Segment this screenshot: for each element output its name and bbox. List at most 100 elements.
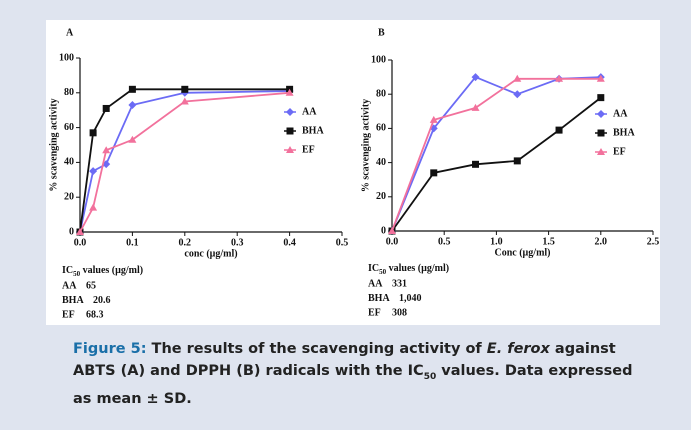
x-axis-label: conc (µg/ml) bbox=[184, 248, 237, 259]
marker bbox=[471, 103, 480, 111]
y-tick-label: 80 bbox=[64, 87, 74, 98]
y-axis-label: % scavenging activity bbox=[48, 98, 59, 191]
ic50-title-sub: 50 bbox=[379, 268, 387, 276]
marker bbox=[597, 129, 605, 137]
y-tick-label: 20 bbox=[376, 191, 386, 202]
marker bbox=[286, 108, 294, 116]
x-tick-label: 0.2 bbox=[179, 237, 192, 248]
y-tick-label: 80 bbox=[376, 88, 386, 99]
marker bbox=[89, 167, 98, 176]
marker bbox=[180, 97, 189, 105]
ic50-title: IC50 values (µg/ml) bbox=[368, 263, 449, 275]
y-tick-label: 60 bbox=[64, 122, 74, 133]
marker bbox=[555, 74, 564, 82]
y-tick-label: 0 bbox=[381, 225, 386, 236]
series-line bbox=[391, 77, 601, 232]
caption-species: E. ferox bbox=[486, 341, 550, 357]
marker bbox=[102, 104, 110, 112]
marker bbox=[472, 160, 480, 168]
marker bbox=[89, 203, 98, 211]
ic50-name: EF bbox=[368, 307, 381, 318]
marker bbox=[89, 129, 97, 137]
marker bbox=[429, 115, 438, 123]
marker bbox=[597, 148, 605, 155]
x-tick-label: 1.0 bbox=[490, 236, 503, 247]
caption-text: values. Data expressed as mean ± SD. bbox=[73, 363, 633, 407]
series-line bbox=[79, 88, 290, 233]
caption-subscript: 50 bbox=[423, 371, 437, 382]
marker bbox=[513, 90, 522, 99]
y-tick-label: 100 bbox=[371, 54, 386, 65]
ic50-title-sub: 50 bbox=[73, 270, 81, 278]
legend-label: AA bbox=[302, 106, 317, 117]
y-tick-label: 40 bbox=[376, 157, 386, 168]
marker bbox=[555, 126, 563, 134]
x-tick-label: 2.0 bbox=[595, 236, 608, 247]
marker bbox=[128, 100, 137, 109]
ic50-value: 1,040 bbox=[399, 293, 422, 304]
figure-panel bbox=[46, 20, 660, 325]
caption-text: The results of the scavenging activity o… bbox=[146, 341, 487, 357]
x-tick-label: 0.0 bbox=[74, 237, 87, 248]
x-tick-label: 0.1 bbox=[126, 237, 139, 248]
x-tick-label: 0.5 bbox=[336, 237, 349, 248]
ic50-name: AA bbox=[368, 278, 383, 289]
x-tick-label: 0.3 bbox=[231, 237, 244, 248]
ic50-title-text: values (µg/ml) bbox=[386, 263, 449, 274]
ic50-value: 331 bbox=[392, 278, 407, 289]
y-tick-label: 40 bbox=[64, 157, 74, 168]
legend-label: AA bbox=[613, 108, 628, 119]
legend-label: BHA bbox=[302, 125, 324, 136]
marker bbox=[430, 169, 438, 177]
marker bbox=[128, 135, 137, 143]
x-tick-label: 2.5 bbox=[647, 236, 660, 247]
x-tick-label: 1.5 bbox=[542, 236, 555, 247]
ic50-value: 68.3 bbox=[86, 309, 104, 320]
y-tick-label: 0 bbox=[69, 226, 74, 237]
marker bbox=[513, 74, 522, 82]
marker bbox=[76, 228, 84, 235]
legend-label: BHA bbox=[613, 127, 635, 138]
ic50-title-text: values (µg/ml) bbox=[80, 265, 143, 276]
ic50-title-text: IC bbox=[368, 263, 379, 274]
series-line bbox=[391, 96, 602, 232]
caption: Figure 5: The results of the scavenging … bbox=[73, 338, 633, 410]
ic50-value: 65 bbox=[86, 280, 96, 291]
y-axis-label: % scavenging activity bbox=[360, 99, 371, 192]
caption-label: Figure 5: bbox=[73, 341, 147, 357]
marker bbox=[471, 73, 480, 82]
ic50-value: 308 bbox=[392, 307, 407, 318]
ic50-name: EF bbox=[62, 309, 75, 320]
ic50-value: 20.6 bbox=[93, 295, 111, 306]
series-line bbox=[79, 91, 290, 233]
x-tick-label: 0.0 bbox=[386, 236, 399, 247]
marker bbox=[128, 85, 136, 93]
y-tick-label: 100 bbox=[59, 52, 74, 63]
caption-text: against ABTS (A) and DPPH (B) radicals w… bbox=[73, 341, 616, 379]
legend-label: EF bbox=[613, 146, 626, 157]
marker bbox=[285, 88, 294, 96]
marker bbox=[181, 85, 189, 93]
ic50-name: AA bbox=[62, 280, 77, 291]
marker bbox=[286, 127, 294, 135]
ic50-name: BHA bbox=[62, 295, 84, 306]
y-tick-label: 20 bbox=[64, 191, 74, 202]
x-tick-label: 0.5 bbox=[438, 236, 451, 247]
legend-label: EF bbox=[302, 144, 315, 155]
ic50-name: BHA bbox=[368, 293, 390, 304]
panel-label: B bbox=[378, 27, 385, 38]
x-tick-label: 0.4 bbox=[283, 237, 296, 248]
marker bbox=[596, 74, 605, 82]
marker bbox=[286, 146, 294, 153]
x-axis-label: Conc (µg/ml) bbox=[494, 247, 550, 258]
ic50-title-text: IC bbox=[62, 265, 73, 276]
y-tick-label: 60 bbox=[376, 123, 386, 134]
marker bbox=[597, 94, 605, 102]
marker bbox=[597, 110, 605, 118]
marker bbox=[388, 227, 396, 234]
marker bbox=[102, 146, 111, 154]
series-line bbox=[79, 90, 290, 233]
panel-label: A bbox=[66, 27, 74, 38]
